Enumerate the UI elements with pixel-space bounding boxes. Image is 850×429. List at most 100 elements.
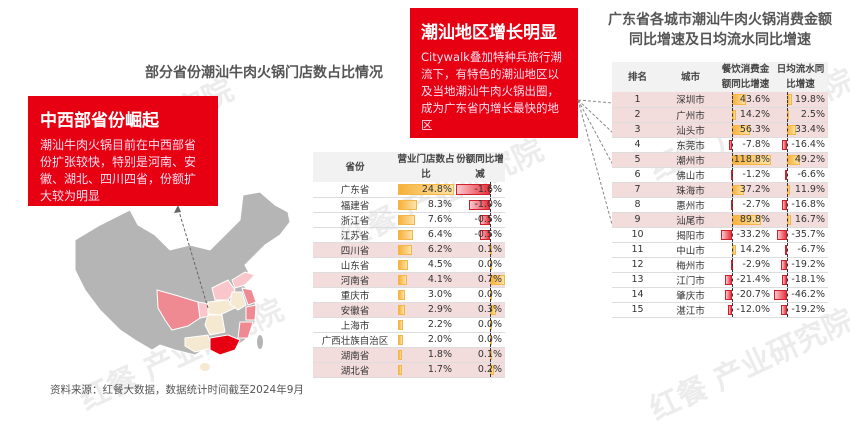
change-cell: 0.3% <box>455 302 505 318</box>
negative-bar <box>724 289 732 300</box>
share-value: 8.3% <box>427 199 452 210</box>
city-cell: 中山市 <box>663 242 718 258</box>
source-note: 资料来源：红餐大数据，数据统计时间截至2024年9月 <box>50 384 304 396</box>
arrow-line <box>177 207 209 309</box>
daily-revenue-growth-cell: -35.7% <box>773 227 828 243</box>
daily-revenue-growth-value: 49.2% <box>794 154 825 165</box>
spend-growth-cell: 14.2% <box>718 242 773 258</box>
table-row: 安徽省 2.9% 0.3% <box>313 302 505 318</box>
rank-cell: 3 <box>612 122 663 138</box>
zero-axis <box>786 242 788 257</box>
callout-central-west: 中西部省份崛起 潮汕牛肉火锅目前在中西部省份扩张较快，特别是河南、安徽、湖北、四… <box>28 96 218 206</box>
city-name: 佛山市 <box>676 170 705 182</box>
share-bar <box>398 259 409 270</box>
table-row: 11 中山市 14.2% -6.7% <box>612 242 828 258</box>
negative-bar <box>456 184 490 195</box>
col-header: 城市 <box>663 62 718 92</box>
callout-text: 潮汕牛肉火锅目前在中西部省份扩张较快，特别是河南、安徽、湖北、四川四省，份额扩大… <box>40 138 197 203</box>
spend-growth-cell: -20.7% <box>718 287 773 303</box>
spend-growth-cell: 37.2% <box>718 182 773 198</box>
negative-bar <box>469 199 490 210</box>
zero-axis <box>786 137 788 152</box>
callout-heading: 潮汕地区增长明显 <box>421 23 557 43</box>
share-bar <box>398 334 403 345</box>
negative-bar <box>729 139 732 150</box>
province-cell: 上海市 <box>313 317 397 333</box>
table-row: 广西壮族自治区 2.0% 0.0% <box>313 332 505 348</box>
share-bar <box>398 289 405 300</box>
map-hunan <box>204 314 226 336</box>
change-value: -1.0% <box>474 199 502 210</box>
negative-bar <box>782 139 787 150</box>
change-cell: -1.6% <box>455 182 505 198</box>
col-header: 营业门店数占比 <box>397 152 455 182</box>
zero-axis <box>490 362 491 377</box>
table-row: 10 揭阳市 -33.2% -35.7% <box>612 227 828 243</box>
rank: 11 <box>631 244 644 255</box>
negative-bar <box>776 229 787 240</box>
spend-growth-cell: 43.6% <box>718 92 773 108</box>
zero-axis <box>786 107 788 122</box>
province-name: 广东省 <box>340 185 370 197</box>
zero-axis <box>490 242 491 257</box>
daily-revenue-growth-cell: 19.8% <box>773 92 828 108</box>
rank-cell: 12 <box>612 257 663 273</box>
rank: 8 <box>634 199 641 210</box>
city-name: 广州市 <box>676 110 705 122</box>
spend-growth-value: 14.2% <box>739 244 770 255</box>
spend-growth-cell: -33.2% <box>718 227 773 243</box>
daily-revenue-growth-value: 33.4% <box>794 124 825 135</box>
negative-bar <box>724 274 732 285</box>
zero-axis <box>731 257 733 272</box>
table-row: 山东省 4.5% 0.0% <box>313 257 505 273</box>
china-map <box>74 191 291 371</box>
city-name: 湛江市 <box>676 305 705 317</box>
change-cell: 0.7% <box>455 272 505 288</box>
col-header: 日均流水同比增速 <box>773 62 828 92</box>
zero-axis <box>786 152 788 167</box>
spend-growth-cell: -1.2% <box>718 167 773 183</box>
negative-bar <box>479 229 490 240</box>
daily-revenue-growth-cell: -16.8% <box>773 197 828 213</box>
share-bar <box>398 274 408 285</box>
share-bar <box>398 199 417 210</box>
rank: 1 <box>634 93 641 105</box>
share-bar <box>398 304 405 315</box>
city-name: 惠州市 <box>676 200 705 212</box>
share-cell: 6.4% <box>397 227 455 243</box>
rank: 15 <box>631 304 644 315</box>
daily-revenue-growth-value: -46.2% <box>791 289 825 300</box>
province-cell: 山东省 <box>313 257 397 273</box>
province-cell: 河南省 <box>313 272 397 288</box>
right-title: 广东省各城市潮汕牛肉火锅消费金额同比增速及日均流水同比增速 <box>608 12 832 48</box>
col-header: 份额同比增减 <box>455 152 505 182</box>
map-guangdong <box>209 334 241 356</box>
zero-axis <box>731 137 733 152</box>
province-name: 安徽省 <box>340 305 370 317</box>
map-guangxi <box>184 334 213 353</box>
zero-axis <box>731 182 733 197</box>
share-value: 4.1% <box>427 274 452 285</box>
rank: 14 <box>631 289 644 300</box>
zero-axis <box>731 212 733 227</box>
table-row: 湖北省 1.7% 0.2% <box>313 362 505 378</box>
change-value: 0.0% <box>477 319 502 330</box>
city-name: 东莞市 <box>676 140 705 152</box>
share-cell: 3.0% <box>397 287 455 303</box>
callout-chaoshan: 潮汕地区增长明显 Citywalk叠加特种兵旅行潮流下，有特色的潮汕地区以及当地… <box>410 8 578 138</box>
change-value: 0.7% <box>477 274 502 285</box>
zero-axis <box>786 182 788 197</box>
spend-growth-value: -12.0% <box>736 304 770 315</box>
province-name: 上海市 <box>340 320 370 332</box>
city-cell: 潮州市 <box>663 152 718 168</box>
daily-revenue-growth-value: 2.5% <box>800 109 825 120</box>
spend-growth-value: 89.8% <box>739 214 770 225</box>
left-title: 部分省份潮汕牛肉火锅门店数占比情况 <box>145 65 383 81</box>
rank-cell: 11 <box>612 242 663 258</box>
daily-revenue-growth-cell: -19.2% <box>773 257 828 273</box>
daily-revenue-growth-cell: 2.5% <box>773 107 828 123</box>
zero-axis <box>490 182 491 197</box>
change-value: 0.2% <box>477 364 502 375</box>
share-bar <box>398 364 402 375</box>
daily-revenue-growth-cell: -6.6% <box>773 167 828 183</box>
